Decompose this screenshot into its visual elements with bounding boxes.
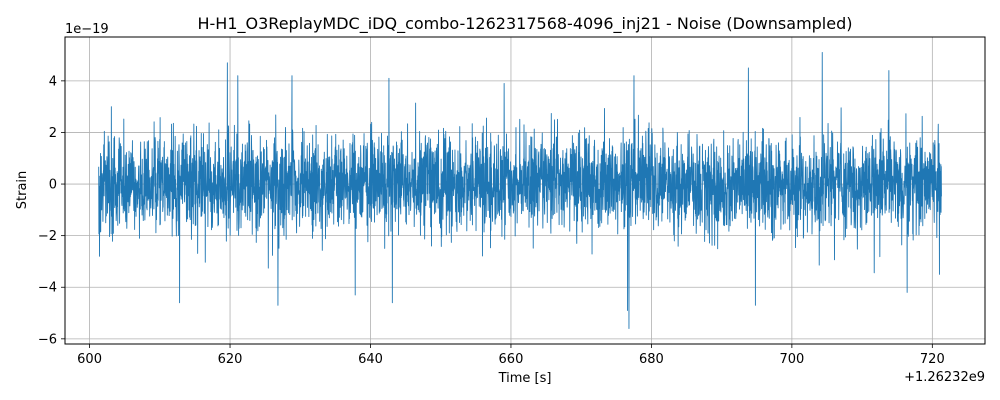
x-tick-label: 640 — [358, 352, 383, 367]
series-layer — [98, 52, 942, 329]
y-tick-label: 2 — [49, 126, 57, 141]
plot-area — [64, 36, 986, 345]
plot-frame — [64, 36, 986, 345]
y-tick-label: 0 — [49, 178, 57, 193]
x-tick-label: 720 — [920, 352, 945, 367]
x-offset-label: +1.26232e9 — [904, 370, 985, 385]
y-axis: −6 −4 −2 0 2 4 — [38, 74, 65, 347]
strain-series-line — [98, 52, 942, 329]
y-scale-label: 1e−19 — [65, 22, 109, 37]
x-tick-label: 600 — [77, 352, 102, 367]
x-tick-label: 660 — [499, 352, 524, 367]
x-tick-label: 680 — [639, 352, 664, 367]
x-axis: 600 620 640 660 680 700 720 — [77, 344, 945, 367]
y-tick-label: −2 — [38, 229, 57, 244]
y-tick-label: −4 — [38, 281, 57, 296]
y-axis-label: Strain — [15, 171, 30, 210]
x-axis-label: Time [s] — [498, 371, 552, 386]
y-tick-label: 4 — [49, 74, 57, 89]
x-tick-label: 700 — [779, 352, 804, 367]
chart-title: H-H1_O3ReplayMDC_iDQ_combo-1262317568-40… — [198, 14, 853, 34]
y-tick-label: −6 — [38, 332, 57, 347]
x-tick-label: 620 — [218, 352, 243, 367]
